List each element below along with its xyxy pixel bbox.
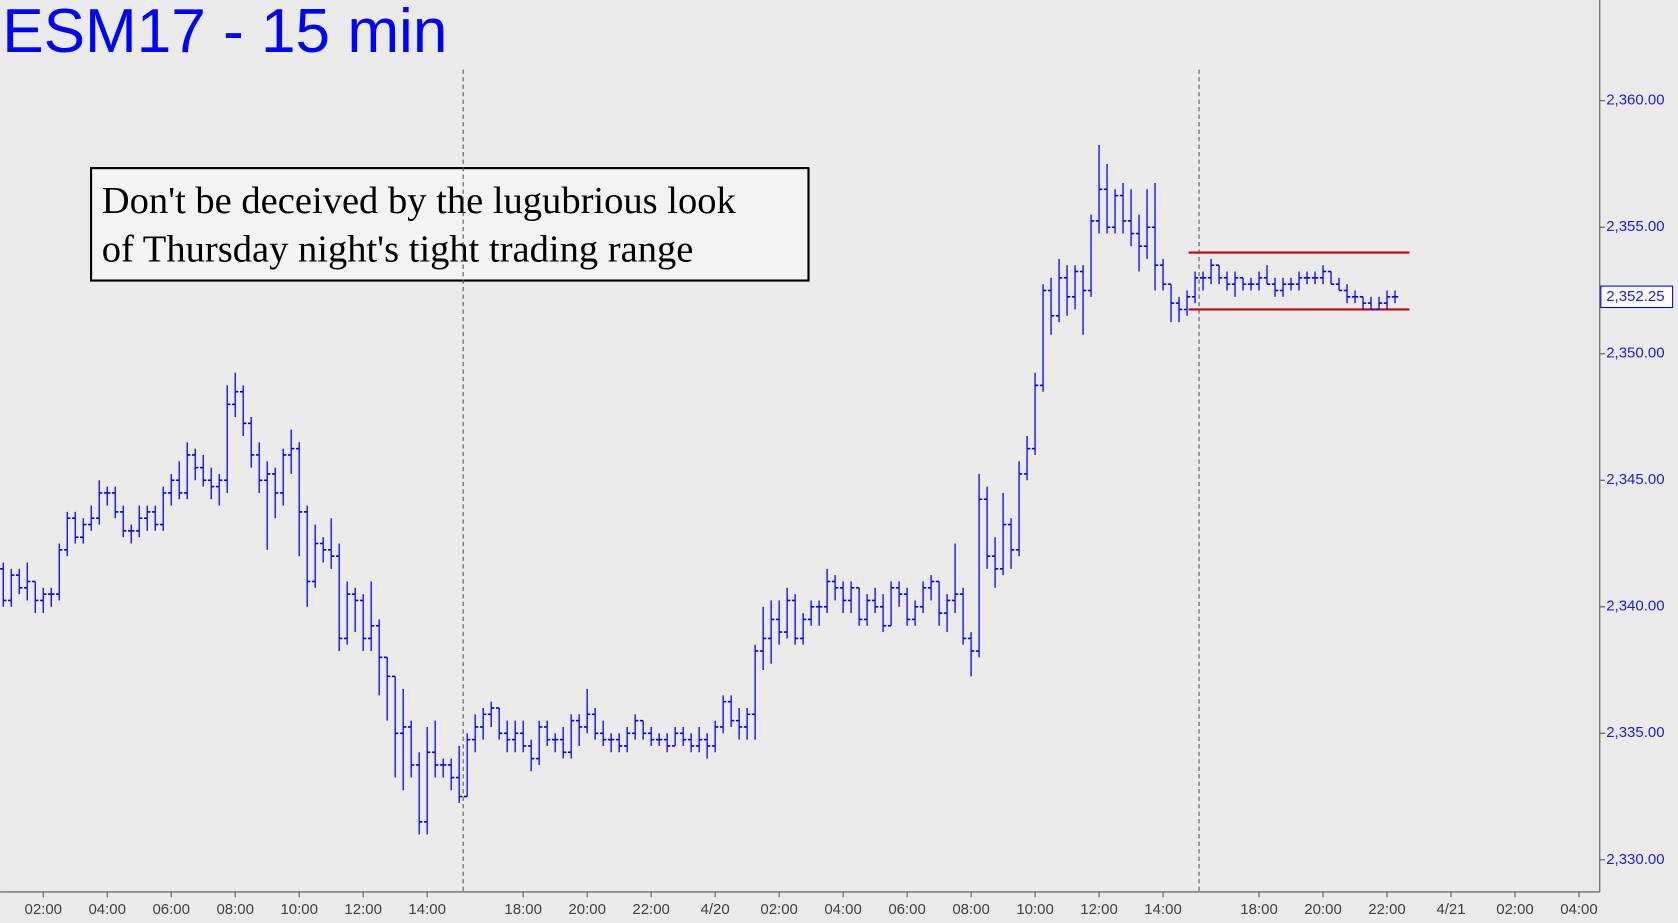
y-tick-label: 2,350.00 <box>1606 345 1664 362</box>
y-tick-label: 2,335.00 <box>1606 724 1664 741</box>
annotation-box <box>89 167 810 282</box>
last-price-label: 2,352.25 <box>1606 288 1664 305</box>
x-tick-label: 20:00 <box>1304 901 1342 918</box>
x-tick-label: 04:00 <box>1560 901 1598 918</box>
x-tick-label: 4/21 <box>1436 901 1465 918</box>
annotation-line: of Thursday night's tight trading range <box>102 228 694 270</box>
chart-title: ESM17 - 15 min <box>2 0 447 66</box>
x-tick-label: 4/20 <box>701 901 730 918</box>
x-tick-label: 06:00 <box>888 901 926 918</box>
x-tick-label: 04:00 <box>824 901 862 918</box>
y-tick-label: 2,340.00 <box>1606 598 1664 615</box>
x-tick-label: 02:00 <box>760 901 798 918</box>
x-tick-label: 08:00 <box>216 901 254 918</box>
x-tick-label: 08:00 <box>952 901 990 918</box>
x-tick-label: 18:00 <box>504 901 541 918</box>
x-tick-label: 10:00 <box>1016 901 1054 918</box>
x-tick-label: 06:00 <box>152 901 189 918</box>
x-tick-label: 22:00 <box>632 901 670 918</box>
annotation-line: Don't be deceived by the lugubrious look <box>102 180 737 222</box>
y-tick-label: 2,330.00 <box>1606 851 1664 868</box>
x-tick-label: 10:00 <box>280 901 318 918</box>
x-tick-label: 14:00 <box>408 901 446 918</box>
x-tick-label: 18:00 <box>1240 901 1278 918</box>
x-tick-label: 04:00 <box>88 901 126 918</box>
y-tick-label: 2,360.00 <box>1606 92 1664 109</box>
x-tick-label: 20:00 <box>568 901 606 918</box>
y-tick-label: 2,355.00 <box>1606 218 1664 235</box>
x-tick-label: 14:00 <box>1144 901 1182 918</box>
x-tick-label: 02:00 <box>24 901 62 918</box>
x-tick-label: 12:00 <box>344 901 382 918</box>
last-price-box <box>1600 285 1674 309</box>
y-tick-label: 2,345.00 <box>1606 471 1664 488</box>
x-tick-label: 22:00 <box>1368 901 1406 918</box>
x-tick-label: 12:00 <box>1080 901 1118 918</box>
x-tick-label: 02:00 <box>1496 901 1534 918</box>
